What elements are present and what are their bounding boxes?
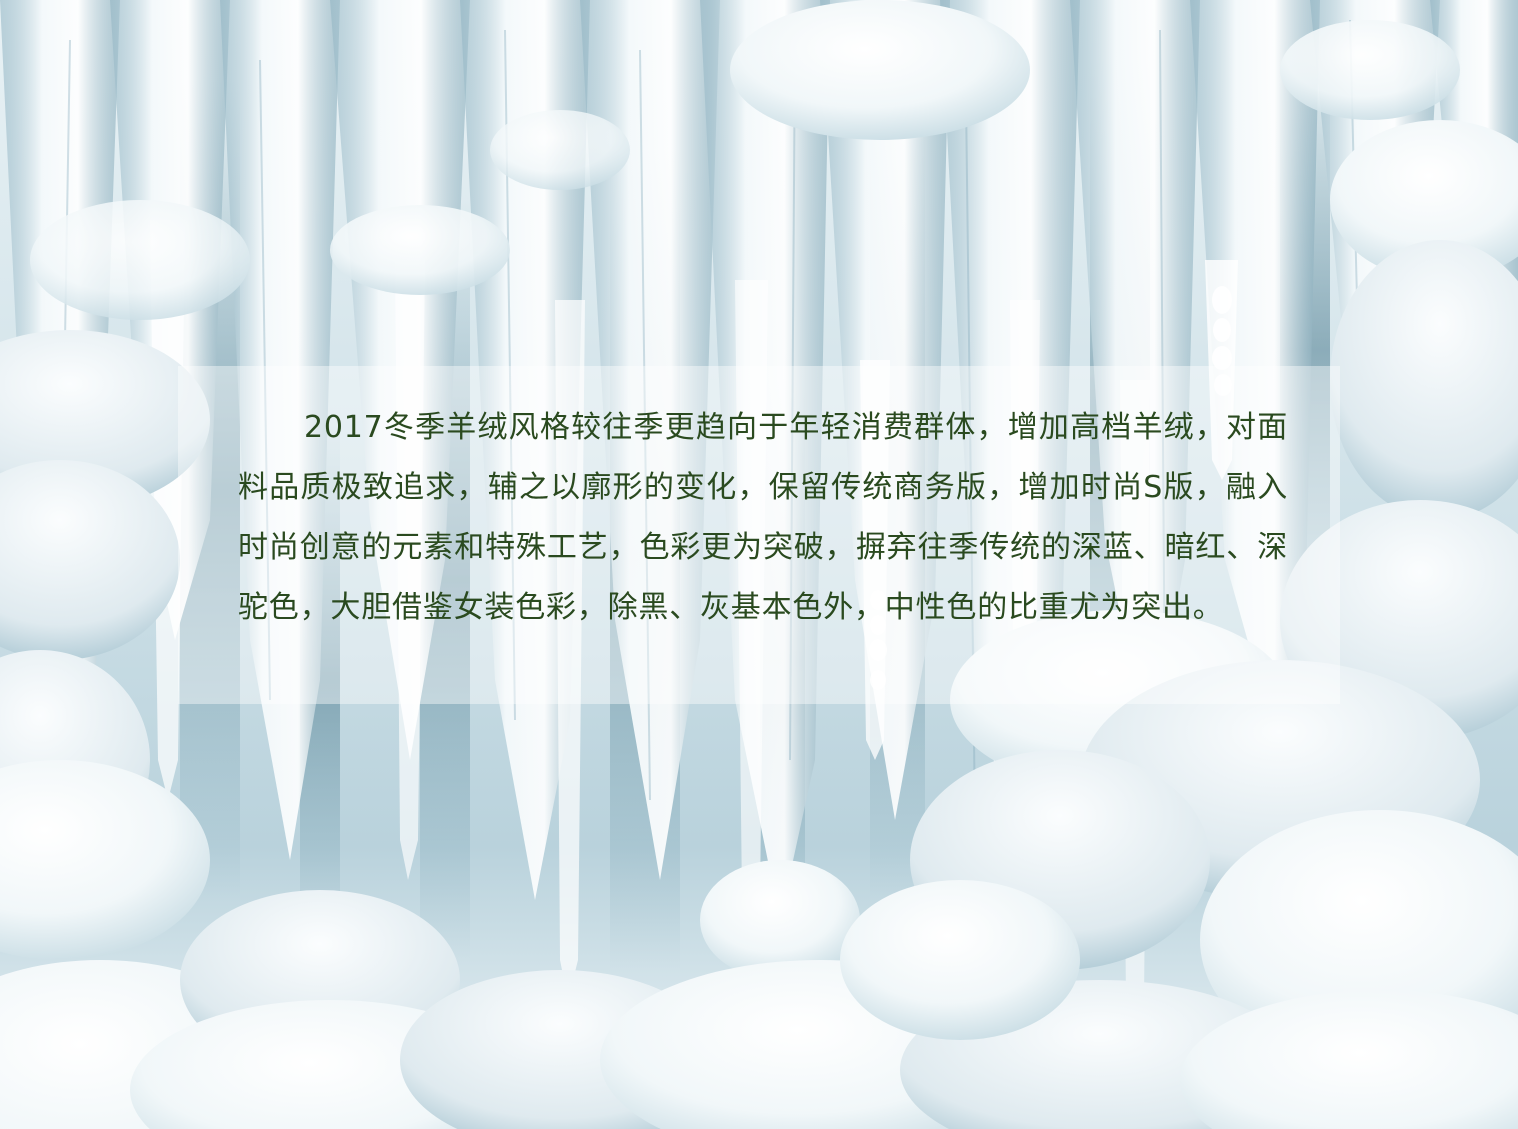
bead-icicle [869, 286, 1232, 690]
snow-bottom [0, 860, 1518, 1129]
caption-paragraph: 2017冬季羊绒风格较往季更趋向于年轻消费群体，增加高档羊绒，对面料品质极致追求… [238, 410, 1288, 625]
translucent-text-panel [178, 366, 1340, 704]
snow-caps-top [30, 0, 1518, 320]
snow-right [910, 240, 1518, 1070]
snow-left [0, 330, 210, 960]
